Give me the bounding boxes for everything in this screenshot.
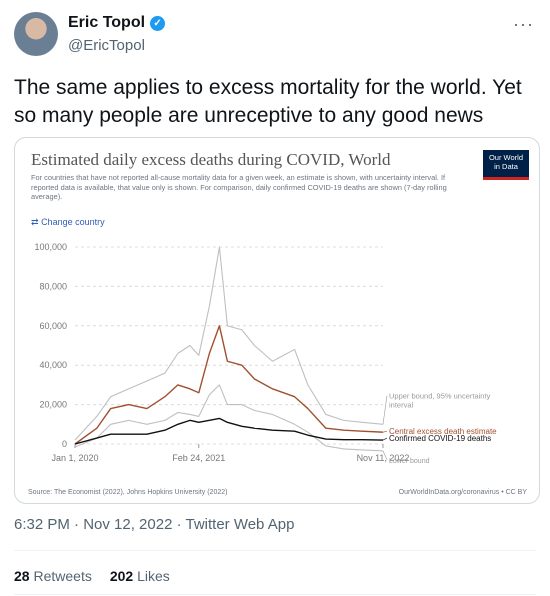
series-line <box>74 384 384 452</box>
swap-arrows-icon: ⇄ <box>31 217 39 227</box>
display-name-row[interactable]: Eric Topol ✓ <box>68 14 166 32</box>
y-tick-label: 20,000 <box>39 400 67 410</box>
series-label: Upper bound, 95% uncertainty interval <box>389 392 491 410</box>
embedded-chart-image[interactable]: Estimated daily excess deaths during COV… <box>14 137 540 504</box>
series-line <box>74 417 384 445</box>
tweet-text: The same applies to excess mortality for… <box>14 76 522 127</box>
x-tick-label: Feb 24, 2021 <box>172 453 225 463</box>
change-country-link[interactable]: ⇄ Change country <box>31 217 105 227</box>
series-label: Central excess death estimate <box>389 427 497 436</box>
chart-subtitle: For countries that have not reported all… <box>31 173 447 201</box>
y-gridlines <box>75 246 383 445</box>
x-tick-label: Jan 1, 2020 <box>51 453 98 463</box>
y-tick-label: 60,000 <box>39 321 67 331</box>
series-label-leader <box>382 430 388 433</box>
series-line <box>74 325 384 445</box>
series-label-leader <box>382 437 388 441</box>
x-tick-label: Nov 11, 2022 <box>357 453 410 463</box>
user-handle[interactable]: @EricTopol <box>68 37 145 54</box>
series-label: Lower bound <box>389 458 430 465</box>
series-line <box>74 246 384 441</box>
tweet-timestamp[interactable]: 6:32 PM · Nov 12, 2022 · Twitter Web App <box>14 516 295 533</box>
chart-source: Source: The Economist (2022), Johns Hopk… <box>28 489 228 496</box>
y-tick-label: 100,000 <box>34 242 67 252</box>
like-count[interactable]: 202 Likes <box>109 568 170 584</box>
line-chart: 100,000 80,000 60,000 40,000 20,000 0 Jan 1, … <box>34 242 497 465</box>
series-lines <box>74 246 384 452</box>
y-tick-label: 40,000 <box>39 360 67 370</box>
chart-url: OurWorldInData.org/coronavirus • CC BY <box>398 489 527 496</box>
chart-title: Estimated daily excess deaths during COV… <box>31 150 391 169</box>
y-tick-label: 0 <box>62 439 67 449</box>
tweet-stats: 28 Retweets 202 Likes <box>14 568 170 584</box>
x-tick-labels: Jan 1, 2020 Feb 24, 2021 Nov 11, 2022 <box>51 444 409 463</box>
display-name[interactable]: Eric Topol <box>68 14 146 31</box>
owid-logo: Our World in Data <box>483 150 529 180</box>
series-label: Confirmed COVID-19 deaths <box>389 434 491 443</box>
series-label-leader <box>382 450 388 461</box>
retweet-count[interactable]: 28 Retweets <box>14 568 92 584</box>
y-tick-label: 80,000 <box>39 281 67 291</box>
y-tick-labels: 100,000 80,000 60,000 40,000 20,000 0 <box>34 242 67 449</box>
series-labels: Upper bound, 95% uncertainty interval Cent… <box>382 392 497 465</box>
series-label-leader <box>382 395 388 425</box>
divider <box>14 594 536 595</box>
verified-badge-icon: ✓ <box>150 15 166 31</box>
avatar[interactable] <box>14 12 58 56</box>
divider <box>14 550 536 551</box>
more-options-icon[interactable]: ··· <box>513 14 534 34</box>
